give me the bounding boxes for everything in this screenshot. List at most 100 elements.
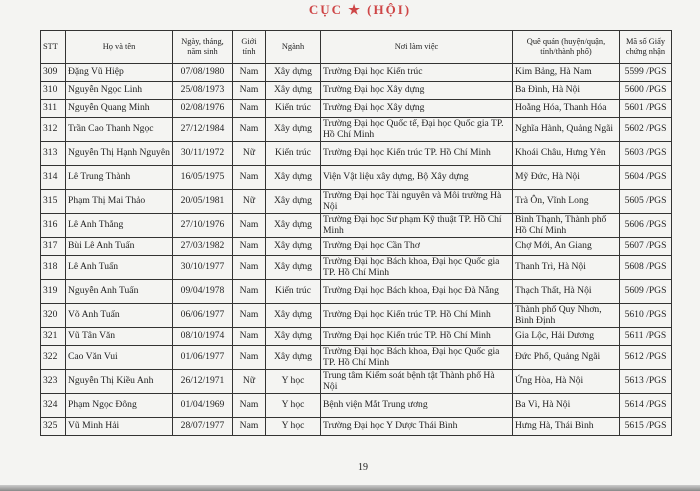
cell-cert: 5606 /PGS — [619, 213, 672, 238]
cell-dob: 25/08/1973 — [172, 81, 233, 100]
cell-cert: 5602 /PGS — [619, 117, 672, 142]
cell-dob: 30/11/1972 — [172, 141, 233, 166]
cell-workplace: Trường Đại học Xây dựng — [320, 99, 513, 118]
cell-name: Vũ Tân Văn — [65, 327, 173, 346]
table-row: 310 Nguyễn Ngọc Linh 25/08/1973 Nam Xây dựng… — [40, 81, 672, 100]
table-row: 320 Võ Anh Tuấn 06/06/1977 Nam Xây dựng Trườn… — [40, 303, 672, 328]
cell-name: Nguyễn Ngọc Linh — [65, 81, 173, 100]
cell-dob: 01/06/1977 — [172, 345, 233, 370]
header-gender: Giới tính — [232, 30, 266, 64]
cell-field: Kiến trúc — [265, 99, 321, 118]
cell-stt: 325 — [40, 417, 66, 436]
cell-field: Xây dựng — [265, 63, 321, 82]
cell-stt: 319 — [40, 279, 66, 304]
table-row: 318 Lê Anh Tuấn 30/10/1977 Nam Xây dựng Trườn… — [40, 255, 672, 280]
cell-cert: 5599 /PGS — [619, 63, 672, 82]
cell-dob: 27/12/1984 — [172, 117, 233, 142]
cell-dob: 06/06/1977 — [172, 303, 233, 328]
cell-cert: 5612 /PGS — [619, 345, 672, 370]
table-row: 317 Bùi Lê Anh Tuấn 27/03/1982 Nam Xây dựng T… — [40, 237, 672, 256]
cell-name: Vũ Minh Hải — [65, 417, 173, 436]
cell-hometown: Trà Ôn, Vĩnh Long — [512, 189, 620, 214]
cell-workplace: Trường Đại học Bách khoa, Đại học Quốc g… — [320, 255, 513, 280]
header-field: Ngành — [265, 30, 321, 64]
cell-stt: 324 — [40, 393, 66, 418]
cell-hometown: Thanh Trì, Hà Nội — [512, 255, 620, 280]
cell-stt: 316 — [40, 213, 66, 238]
page-edge — [0, 485, 700, 491]
cell-name: Phạm Thị Mai Thảo — [65, 189, 173, 214]
cell-field: Xây dựng — [265, 117, 321, 142]
header-cert: Mã số Giấy chứng nhận — [619, 30, 672, 64]
table-row: 311 Nguyễn Quang Minh 02/08/1976 Nam Kiến tr… — [40, 99, 672, 118]
cell-gender: Nam — [232, 327, 266, 346]
cell-gender: Nam — [232, 255, 266, 280]
cell-dob: 01/04/1969 — [172, 393, 233, 418]
cell-workplace: Bệnh viện Mắt Trung ương — [320, 393, 513, 418]
header-name: Họ và tên — [65, 30, 173, 64]
table-row: 323 Nguyễn Thị Kiều Anh 26/12/1971 Nữ Y học T… — [40, 369, 672, 394]
table-row: 309 Đặng Vũ Hiệp 07/08/1980 Nam Xây dựng Trườ… — [40, 63, 672, 82]
cell-gender: Nam — [232, 417, 266, 436]
cell-dob: 09/04/1978 — [172, 279, 233, 304]
table-row: 312 Trần Cao Thanh Ngọc 27/12/1984 Nam Xây d… — [40, 117, 672, 142]
cell-field: Kiến trúc — [265, 279, 321, 304]
cell-cert: 5608 /PGS — [619, 255, 672, 280]
cell-hometown: Kim Bảng, Hà Nam — [512, 63, 620, 82]
cell-name: Nguyễn Anh Tuấn — [65, 279, 173, 304]
cell-workplace: Trường Đại học Kiến trúc TP. Hồ Chí Minh — [320, 141, 513, 166]
cell-cert: 5614 /PGS — [619, 393, 672, 418]
cell-stt: 321 — [40, 327, 66, 346]
cell-name: Nguyễn Quang Minh — [65, 99, 173, 118]
cell-hometown: Mỹ Đức, Hà Nội — [512, 165, 620, 190]
cell-stt: 313 — [40, 141, 66, 166]
cell-workplace: Trường Đại học Sư phạm Kỹ thuật TP. Hồ C… — [320, 213, 513, 238]
cell-workplace: Trung tâm Kiểm soát bệnh tật Thành phố H… — [320, 369, 513, 394]
table-row: 324 Phạm Ngọc Đông 01/04/1969 Nam Y học Bệnh … — [40, 393, 672, 418]
cell-gender: Nam — [232, 165, 266, 190]
cell-name: Trần Cao Thanh Ngọc — [65, 117, 173, 142]
cell-field: Y học — [265, 369, 321, 394]
cell-cert: 5603 /PGS — [619, 141, 672, 166]
cell-hometown: Hưng Hà, Thái Bình — [512, 417, 620, 436]
cell-stt: 318 — [40, 255, 66, 280]
cell-hometown: Ba Vì, Hà Nội — [512, 393, 620, 418]
cell-name: Bùi Lê Anh Tuấn — [65, 237, 173, 256]
cell-cert: 5604 /PGS — [619, 165, 672, 190]
cell-field: Xây dựng — [265, 237, 321, 256]
cell-stt: 317 — [40, 237, 66, 256]
table-row: 321 Vũ Tân Văn 08/10/1974 Nam Xây dựng Trường… — [40, 327, 672, 346]
cell-cert: 5613 /PGS — [619, 369, 672, 394]
cell-hometown: Ba Đình, Hà Nội — [512, 81, 620, 100]
cell-workplace: Trường Đại học Kiến trúc TP. Hồ Chí Minh — [320, 327, 513, 346]
cell-name: Lê Trung Thành — [65, 165, 173, 190]
table-row: 316 Lê Anh Thắng 27/10/1976 Nam Xây dựng Trườ… — [40, 213, 672, 238]
cell-workplace: Trường Đại học Y Dược Thái Bình — [320, 417, 513, 436]
cell-name: Nguyễn Thị Kiều Anh — [65, 369, 173, 394]
cell-name: Lê Anh Thắng — [65, 213, 173, 238]
cell-name: Phạm Ngọc Đông — [65, 393, 173, 418]
cell-field: Xây dựng — [265, 303, 321, 328]
cell-cert: 5610 /PGS — [619, 303, 672, 328]
cell-gender: Nam — [232, 63, 266, 82]
header-stt: STT — [40, 30, 66, 64]
cell-stt: 314 — [40, 165, 66, 190]
cell-gender: Nữ — [232, 369, 266, 394]
cell-gender: Nam — [232, 237, 266, 256]
cell-workplace: Trường Đại học Bách khoa, Đại học Quốc g… — [320, 345, 513, 370]
cell-gender: Nam — [232, 99, 266, 118]
cell-hometown: Chợ Mới, An Giang — [512, 237, 620, 256]
cell-workplace: Viện Vật liệu xây dựng, Bộ Xây dựng — [320, 165, 513, 190]
header-hometown: Quê quán (huyện/quận, tỉnh/thành phố) — [512, 30, 620, 64]
cell-hometown: Khoái Châu, Hưng Yên — [512, 141, 620, 166]
cell-gender: Nam — [232, 81, 266, 100]
table-header-row: STT Họ và tên Ngày, tháng, năm sinh Giới… — [40, 30, 672, 64]
cell-cert: 5601 /PGS — [619, 99, 672, 118]
cell-field: Xây dựng — [265, 327, 321, 346]
cell-hometown: Đức Phổ, Quảng Ngãi — [512, 345, 620, 370]
cell-cert: 5600 /PGS — [619, 81, 672, 100]
cell-dob: 20/05/1981 — [172, 189, 233, 214]
cell-dob: 26/12/1971 — [172, 369, 233, 394]
header-dob: Ngày, tháng, năm sinh — [172, 30, 233, 64]
certificate-table: STT Họ và tên Ngày, tháng, năm sinh Giới… — [40, 30, 672, 436]
